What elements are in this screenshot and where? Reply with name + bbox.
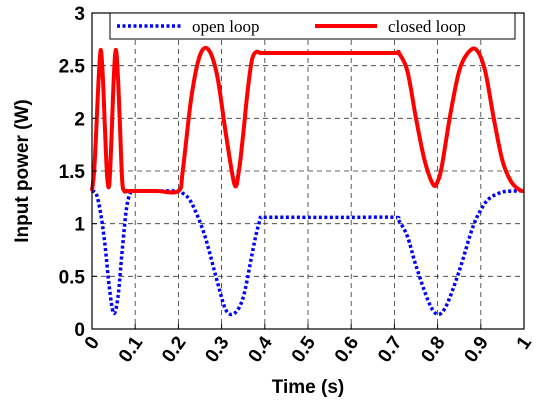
y-tick-labels: 0 0.5 1 1.5 2 2.5 3 xyxy=(59,4,86,341)
y-tick-label: 2.5 xyxy=(59,57,86,78)
x-axis-title: Time (s) xyxy=(272,377,345,398)
legend-label-closed-loop: closed loop xyxy=(388,17,466,36)
x-tick-label: 0.7 xyxy=(374,333,406,367)
ticks xyxy=(91,12,525,330)
grid xyxy=(92,13,524,329)
y-tick-label: 0.5 xyxy=(59,267,86,288)
legend-label-open-loop: open loop xyxy=(192,17,260,36)
x-tick-label: 0.3 xyxy=(201,333,233,367)
x-tick-label: 0 xyxy=(81,333,104,354)
x-tick-label: 0.2 xyxy=(158,333,190,367)
y-tick-label: 1.5 xyxy=(59,162,86,183)
x-tick-label: 1 xyxy=(513,332,537,353)
x-tick-labels: 0 0.1 0.2 0.3 0.4 0.5 0.6 0.7 0.8 0.9 1 xyxy=(81,332,537,366)
y-tick-label: 1 xyxy=(74,215,85,236)
series-layer xyxy=(90,45,525,317)
x-tick-label: 0.8 xyxy=(417,333,449,367)
x-tick-label: 0.1 xyxy=(115,332,148,366)
x-tick-label: 0.5 xyxy=(288,332,321,366)
series-line-closed-loop xyxy=(90,45,525,195)
legend: open loop closed loop xyxy=(109,12,516,40)
y-tick-label: 3 xyxy=(74,4,85,25)
x-tick-label: 0.9 xyxy=(461,333,493,367)
y-tick-label: 2 xyxy=(74,109,85,130)
x-tick-label: 0.6 xyxy=(331,333,363,367)
y-tick-label: 0 xyxy=(74,320,85,341)
series-line-open-loop xyxy=(90,188,525,317)
x-tick-label: 0.4 xyxy=(245,332,278,366)
y-axis-title: Input power (W) xyxy=(12,99,33,243)
